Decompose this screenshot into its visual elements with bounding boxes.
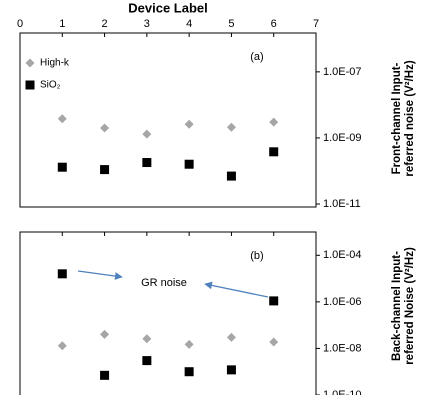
legend-label: SiO₂: [40, 80, 61, 91]
arrow: [77, 270, 123, 280]
y-axis-title: Front-channel Input-: [391, 62, 403, 174]
x-tick-label: 5: [228, 18, 234, 30]
legend-label: High-k: [40, 58, 70, 69]
y-axis-title: referred noise (V²/Hz): [404, 60, 416, 176]
point: [57, 114, 67, 124]
legend-marker: [25, 80, 35, 90]
point: [269, 337, 279, 347]
arrow: [204, 281, 269, 298]
plot-area: [19, 231, 317, 395]
point: [184, 367, 194, 377]
point: [269, 117, 279, 127]
point: [226, 332, 236, 342]
point: [226, 365, 236, 375]
point: [100, 329, 110, 339]
point: [226, 122, 236, 132]
y-axis-title: referred Noise (V²/Hz): [404, 247, 416, 365]
point: [226, 171, 236, 181]
y-tick-label: 1.0E-10: [323, 389, 362, 395]
point: [142, 334, 152, 344]
point: [57, 162, 67, 172]
point: [142, 356, 152, 366]
point: [57, 269, 67, 279]
y-tick-label: 1.0E-09: [323, 132, 362, 144]
point: [184, 119, 194, 129]
point: [100, 165, 110, 175]
x-tick-label: 3: [144, 18, 150, 30]
point: [184, 159, 194, 169]
x-axis-title: Device Label: [128, 0, 208, 15]
legend-marker: [25, 58, 35, 68]
plot-area: [19, 32, 317, 208]
x-tick-label: 1: [59, 18, 65, 30]
point: [100, 370, 110, 380]
panel-label: (b): [250, 250, 263, 262]
point: [57, 341, 67, 351]
y-tick-label: 1.0E-04: [323, 249, 362, 261]
y-tick-label: 1.0E-07: [323, 66, 362, 78]
point: [269, 296, 279, 306]
panel-label: (a): [250, 51, 263, 63]
x-tick-label: 6: [271, 18, 277, 30]
x-tick-label: 7: [313, 18, 319, 30]
point: [100, 123, 110, 133]
point: [184, 339, 194, 349]
point: [142, 158, 152, 168]
x-tick-label: 2: [102, 18, 108, 30]
point: [142, 129, 152, 139]
y-tick-label: 1.0E-06: [323, 296, 362, 308]
y-axis-title: Back-channel Input-: [391, 251, 403, 361]
x-tick-label: 0: [17, 18, 23, 30]
point: [269, 147, 279, 157]
y-tick-label: 1.0E-11: [323, 198, 361, 210]
y-tick-label: 1.0E-08: [323, 342, 362, 354]
annotation: GR noise: [141, 277, 187, 289]
x-tick-label: 4: [186, 18, 192, 30]
